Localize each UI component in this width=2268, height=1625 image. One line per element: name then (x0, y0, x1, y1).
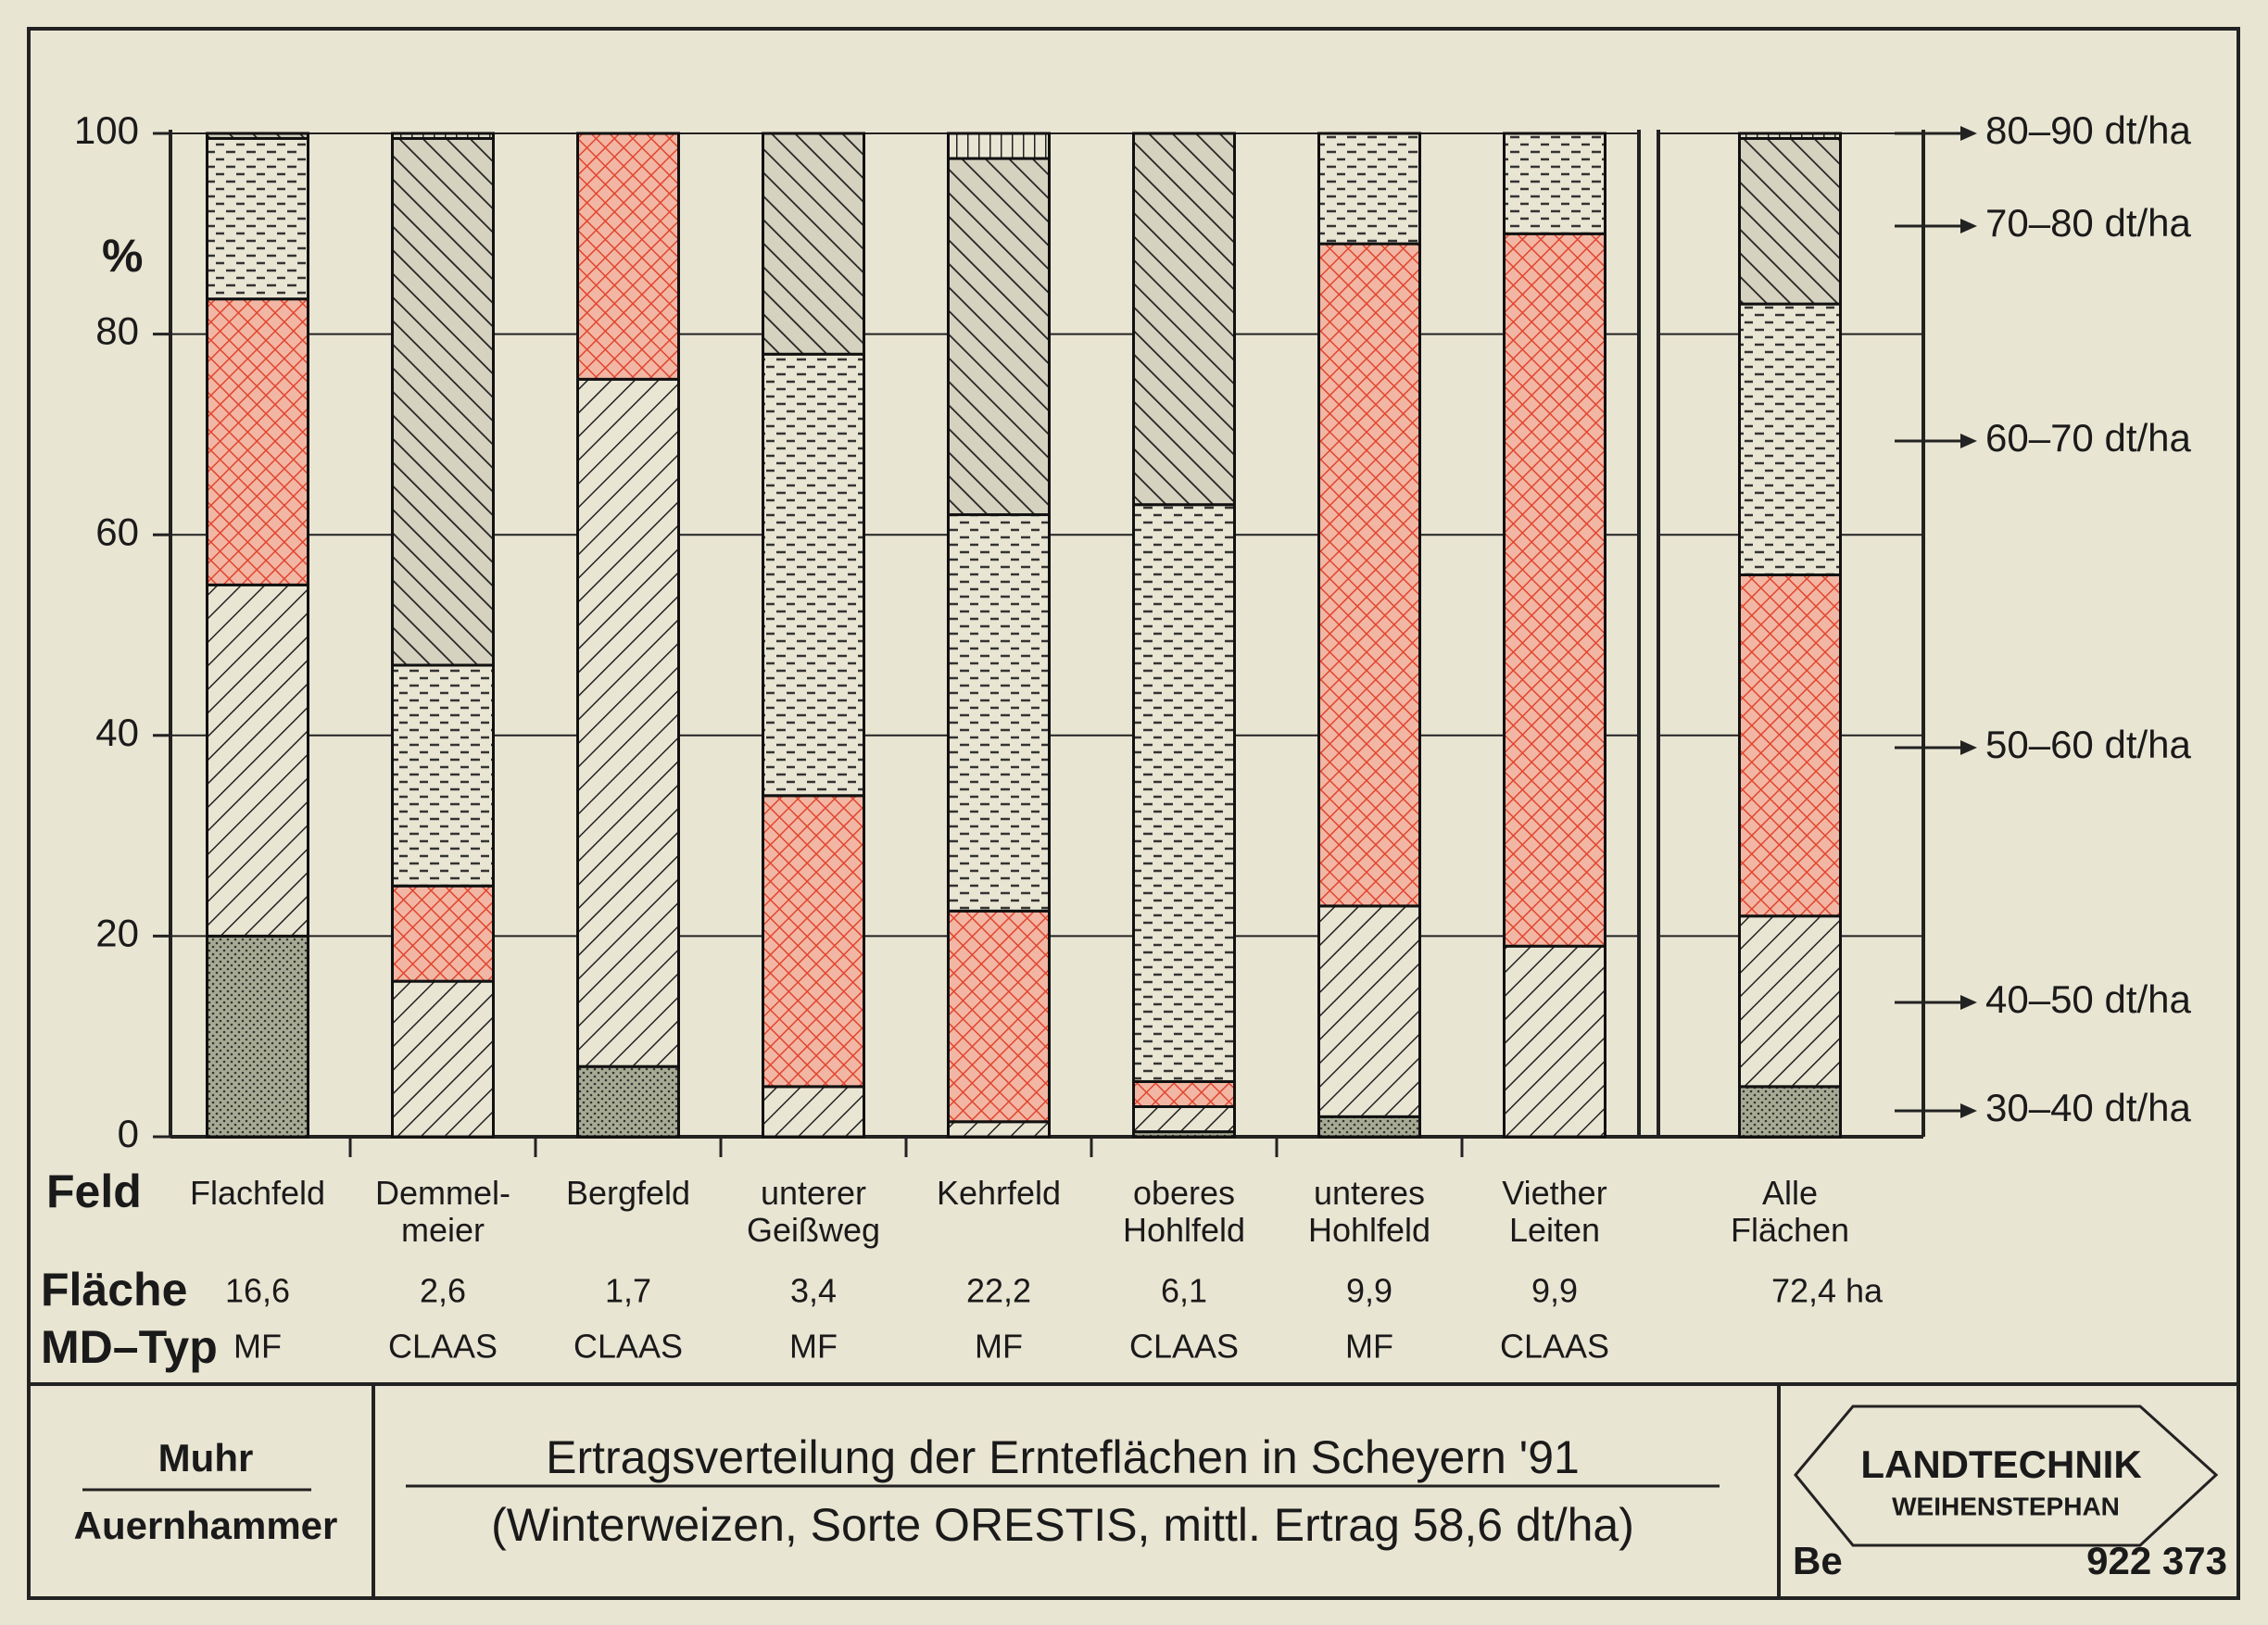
bar-segment (1738, 302, 1842, 577)
bar-segment (1317, 132, 1421, 246)
type-label: MF (789, 1328, 838, 1366)
area-label: 22,2 (966, 1272, 1031, 1310)
bar-segment (1738, 132, 1842, 140)
bar-segment (1738, 914, 1842, 1089)
bar-segment (1738, 573, 1842, 918)
logo-shape (1794, 1405, 2219, 1547)
legend-label: 50–60 dt/ha (1985, 723, 2192, 766)
legend-label: 40–50 dt/ha (1985, 977, 2192, 1021)
bar-segment (576, 132, 680, 381)
y-tick-label: 20 (95, 911, 139, 954)
type-label: CLAAS (1500, 1328, 1609, 1366)
bar-segment (1132, 503, 1236, 1083)
x-tick-label: Bergfeld (566, 1174, 690, 1212)
row-label: Fläche (41, 1264, 187, 1316)
bar-segment (947, 132, 1051, 160)
legend-label: 60–70 dt/ha (1985, 416, 2192, 460)
type-label: MF (233, 1328, 282, 1366)
bar-segment (391, 979, 495, 1139)
area-label: 2,6 (420, 1272, 466, 1310)
bar-segment (1132, 1079, 1236, 1109)
x-tick-label: oberes Hohlfeld (1123, 1174, 1245, 1249)
legend-label: 70–80 dt/ha (1985, 201, 2192, 245)
x-tick-label: unterer Geißweg (747, 1174, 880, 1249)
author: Auernhammer (74, 1504, 338, 1547)
y-tick-label: 80 (95, 309, 139, 353)
row-label: Feld (46, 1165, 142, 1217)
area-label: 1,7 (605, 1272, 651, 1310)
bar-segment (206, 136, 309, 301)
y-tick-label: 40 (95, 711, 139, 754)
legend-arrowhead (1960, 126, 1977, 141)
bar-segment (1738, 1085, 1842, 1139)
bar-segment (947, 1120, 1051, 1139)
number: 922 373 (2086, 1539, 2227, 1582)
area-label: 72,4 ha (1771, 1272, 1884, 1310)
bar-segment (576, 377, 680, 1068)
area-label: 9,9 (1531, 1272, 1578, 1310)
bar-segment (391, 136, 495, 667)
legend-arrowhead (1960, 434, 1977, 448)
bar-segment (1317, 1115, 1421, 1139)
x-tick-label: Kehrfeld (937, 1174, 1061, 1212)
logo-text: LANDTECHNIK (1860, 1442, 2141, 1486)
legend-label: 30–40 dt/ha (1985, 1086, 2192, 1129)
bar-segment (947, 909, 1051, 1124)
area-label: 3,4 (790, 1272, 837, 1310)
frame (27, 27, 2240, 1600)
x-tick-label: Flachfeld (190, 1174, 325, 1212)
bar-segment (1132, 1105, 1236, 1134)
bar-segment (1503, 132, 1606, 235)
author: Muhr (158, 1436, 254, 1480)
code: Be (1793, 1539, 1843, 1582)
y-label: % (102, 230, 143, 282)
bar-segment (391, 663, 495, 888)
title: Ertragsverteilung der Ernteflächen in Sc… (546, 1431, 1580, 1483)
bar-segment (1317, 904, 1421, 1118)
subtitle: (Winterweizen, Sorte ORESTIS, mittl. Ert… (491, 1499, 1634, 1551)
logo-text: WEIHENSTEPHAN (1892, 1492, 2120, 1520)
row-label: MD–Typ (41, 1321, 218, 1373)
bar-segment (762, 352, 865, 798)
area-label: 16,6 (225, 1272, 290, 1310)
x-tick-label: Alle Flächen (1731, 1174, 1849, 1249)
y-tick-label: 0 (118, 1112, 139, 1155)
legend-arrowhead (1960, 995, 1977, 1010)
bar-segment (206, 934, 309, 1139)
bar-segment (762, 132, 865, 356)
bar-segment (391, 132, 495, 140)
type-label: MF (1345, 1328, 1393, 1366)
bar-segment (1503, 232, 1606, 948)
type-label: CLAAS (388, 1328, 498, 1366)
bar-segment (206, 297, 309, 586)
bar-segment (1317, 242, 1421, 908)
legend-label: 80–90 dt/ha (1985, 108, 2192, 152)
bar-segment (947, 513, 1051, 913)
y-tick-label: 100 (74, 108, 139, 152)
bar-segment (391, 884, 495, 983)
type-label: CLAAS (1129, 1328, 1239, 1366)
bar-segment (206, 583, 309, 938)
bar-segment (206, 132, 309, 140)
bar-segment (762, 794, 865, 1089)
area-label: 9,9 (1346, 1272, 1392, 1310)
bar-segment (1738, 136, 1842, 306)
bar-segment (947, 157, 1051, 517)
bar-segment (576, 1064, 680, 1139)
bar-segment (1503, 944, 1606, 1139)
area-label: 6,1 (1161, 1272, 1207, 1310)
type-label: MF (975, 1328, 1023, 1366)
x-tick-label: unteres Hohlfeld (1308, 1174, 1430, 1249)
y-tick-label: 60 (95, 510, 139, 553)
bar-segment (1132, 132, 1236, 507)
type-label: CLAAS (573, 1328, 683, 1366)
legend-arrowhead (1960, 740, 1977, 755)
x-tick-label: Viether Leiten (1502, 1174, 1606, 1249)
legend-arrowhead (1960, 219, 1977, 233)
x-tick-label: Demmel-meier (375, 1174, 510, 1249)
legend-arrowhead (1960, 1103, 1977, 1118)
bar-segment (762, 1085, 865, 1139)
